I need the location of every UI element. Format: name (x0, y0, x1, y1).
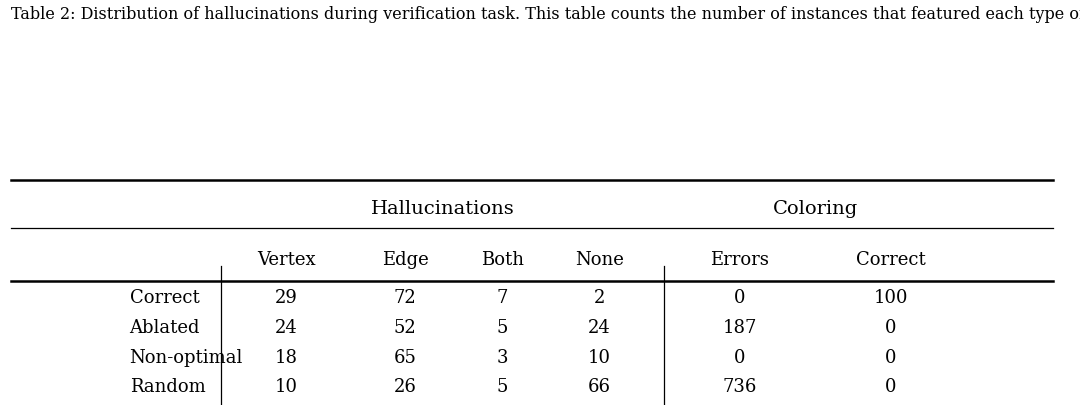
Text: 5: 5 (497, 377, 508, 395)
Text: 52: 52 (393, 318, 417, 336)
Text: None: None (575, 250, 624, 268)
Text: Both: Both (481, 250, 524, 268)
Text: 29: 29 (274, 289, 298, 307)
Text: Coloring: Coloring (773, 200, 858, 217)
Text: 187: 187 (723, 318, 757, 336)
Text: 72: 72 (393, 289, 417, 307)
Text: Correct: Correct (130, 289, 200, 307)
Text: 66: 66 (588, 377, 611, 395)
Text: Edge: Edge (381, 250, 429, 268)
Text: 7: 7 (497, 289, 508, 307)
Text: 24: 24 (588, 318, 611, 336)
Text: 5: 5 (497, 318, 508, 336)
Text: 2: 2 (594, 289, 605, 307)
Text: Random: Random (130, 377, 205, 395)
Text: 0: 0 (886, 377, 896, 395)
Text: 18: 18 (274, 348, 298, 366)
Text: Non-optimal: Non-optimal (130, 348, 243, 366)
Text: Errors: Errors (711, 250, 769, 268)
Text: Ablated: Ablated (130, 318, 200, 336)
Text: 0: 0 (734, 289, 745, 307)
Text: 24: 24 (274, 318, 298, 336)
Text: 0: 0 (734, 348, 745, 366)
Text: 0: 0 (886, 318, 896, 336)
Text: 10: 10 (588, 348, 611, 366)
Text: 65: 65 (393, 348, 417, 366)
Text: 26: 26 (393, 377, 417, 395)
Text: 3: 3 (497, 348, 508, 366)
Text: Vertex: Vertex (257, 250, 315, 268)
Text: 100: 100 (874, 289, 908, 307)
Text: 10: 10 (274, 377, 298, 395)
Text: Correct: Correct (856, 250, 926, 268)
Text: Table 2: Distribution of hallucinations during verification task. This table cou: Table 2: Distribution of hallucinations … (11, 6, 1080, 23)
Text: Hallucinations: Hallucinations (370, 200, 515, 217)
Text: 736: 736 (723, 377, 757, 395)
Text: 0: 0 (886, 348, 896, 366)
